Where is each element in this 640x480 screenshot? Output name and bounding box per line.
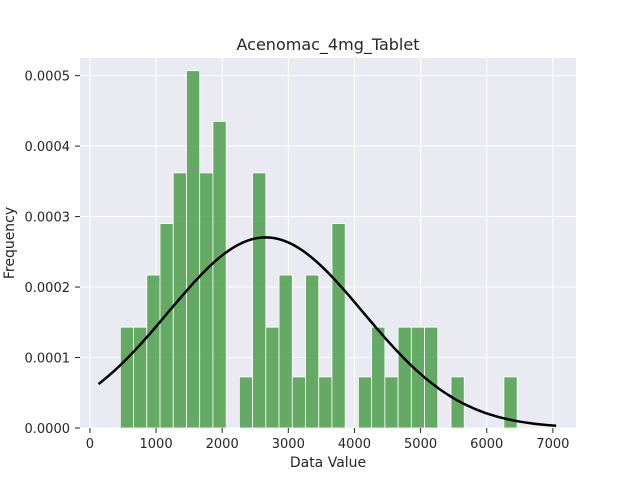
histogram-bar [291,376,306,429]
histogram-bar [318,376,333,429]
histogram-bar [450,376,465,429]
histogram-bar [278,274,293,429]
histogram-bar [146,274,161,429]
x-axis-label: Data Value [290,455,366,471]
y-tick-label: 0.0005 [25,70,71,85]
histogram-bar [265,326,280,429]
histogram-bar [305,274,320,429]
histogram-bar [186,70,201,429]
x-tick-label: 4000 [338,437,371,452]
y-tick-label: 0.0002 [25,281,71,296]
histogram-bar [397,326,412,429]
histogram-bar [119,326,134,429]
histogram-bar [252,172,267,429]
histogram-bar [331,223,346,429]
x-tick-label: 3000 [272,437,305,452]
histogram-bar [172,172,187,429]
x-tick-label: 7000 [536,437,569,452]
histogram-bar [503,376,518,429]
histogram-bar [238,376,254,429]
histogram-bar [133,326,148,429]
chart-title: Acenomac_4mg_Tablet [237,35,420,55]
y-tick-label: 0.0004 [25,140,71,155]
y-tick-label: 0.0001 [25,352,71,367]
histogram-bar [159,223,174,429]
histogram-bar [371,326,386,429]
x-tick-label: 6000 [470,437,503,452]
normal-fit-curve [97,236,557,427]
x-axis-ticks: 0 1000 2000 3000 4000 5000 6000 7000 [86,428,569,452]
x-tick-label: 1000 [140,437,173,452]
y-tick-label: 0.0000 [25,422,71,437]
y-axis-label: Frequency [2,207,18,279]
histogram-bar [384,376,399,429]
x-tick-label: 5000 [404,437,437,452]
histogram-bar [358,376,373,429]
histogram-bar [199,172,214,429]
y-tick-label: 0.0003 [25,211,71,226]
x-tick-label: 2000 [206,437,239,452]
histogram-bar [410,326,425,429]
histogram-bar [212,121,227,429]
y-axis-ticks: 0.0000 0.0001 0.0002 0.0003 0.0004 0.0005 [25,70,80,437]
x-tick-label: 0 [86,437,94,452]
